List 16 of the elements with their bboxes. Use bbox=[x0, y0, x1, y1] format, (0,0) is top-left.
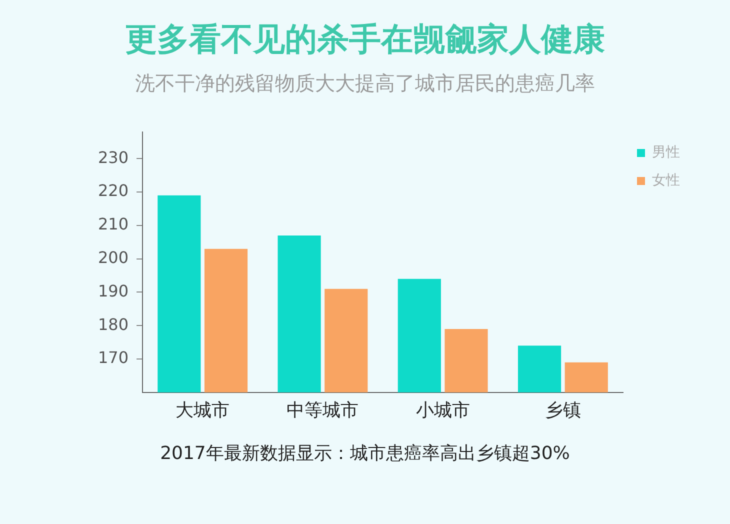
x-tick-label: 乡镇 bbox=[544, 400, 581, 421]
chart-title: 更多看不见的杀手在觊觎家人健康 bbox=[124, 19, 606, 60]
x-tick-label: 小城市 bbox=[416, 400, 470, 421]
x-tick-label: 大城市 bbox=[176, 400, 230, 421]
y-tick-label: 230 bbox=[98, 148, 129, 167]
y-tick-label: 200 bbox=[98, 248, 129, 268]
y-tick-label: 180 bbox=[98, 314, 129, 334]
y-tick-label: 210 bbox=[98, 214, 129, 234]
y-tick-label: 170 bbox=[98, 348, 129, 368]
chart-subtitle: 洗不干净的残留物质大大提高了城市居民的患癌几率 bbox=[134, 70, 596, 97]
y-tick-label: 190 bbox=[98, 281, 129, 300]
x-tick-label: 中等城市 bbox=[286, 400, 359, 421]
legend-label: 男性 bbox=[652, 144, 680, 161]
legend-label: 女性 bbox=[652, 172, 680, 189]
y-tick-label: 220 bbox=[98, 181, 129, 200]
text: 2017年最新数据显示：城市患癌率高出乡镇超30% bbox=[159, 442, 571, 465]
